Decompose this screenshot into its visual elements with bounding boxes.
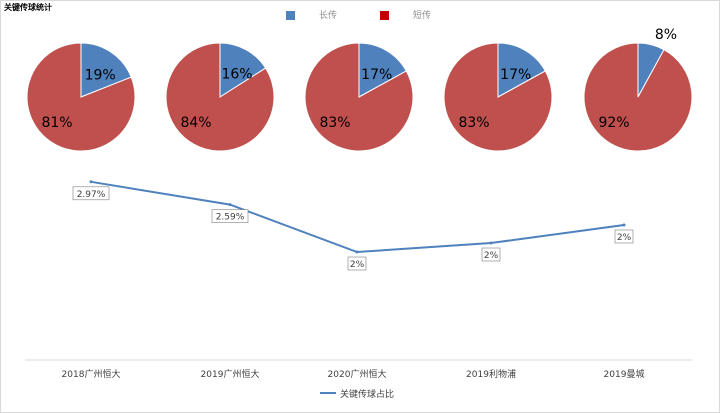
x-tick-label-2: 2020广州恒大: [328, 368, 387, 380]
chart-title: 关键传球统计: [4, 2, 52, 12]
pie-3-label-short: 83%: [458, 115, 489, 131]
line-label-box-2: [347, 256, 367, 271]
line-legend-label: 关键传球占比: [340, 390, 395, 400]
x-tick-label-0: 2018广州恒大: [62, 368, 121, 380]
line-label-box-4: [614, 229, 634, 244]
legend-label-long-pass: 长传: [319, 11, 338, 21]
line-point-3: [489, 241, 493, 245]
x-tick-label-4: 2019曼城: [604, 369, 645, 380]
line-label-box-3: [481, 247, 501, 262]
pie-4-label-short: 92%: [598, 115, 629, 131]
line-data-label-0: 2.97%: [77, 190, 106, 200]
pie-2-label-short: 83%: [319, 115, 350, 131]
pie-0-slice-1: [26, 42, 136, 152]
line-point-1: [228, 203, 232, 207]
line-data-label-1: 2.59%: [216, 213, 245, 223]
legend-label-short-pass: 短传: [413, 11, 432, 21]
line-data-label-2: 2%: [350, 260, 365, 270]
x-tick-label-3: 2019利物浦: [466, 368, 516, 380]
legend-swatch-line: [320, 392, 336, 394]
line-label-box-0: [72, 186, 110, 201]
pie-0-label-long: 19%: [85, 68, 116, 84]
line-point-2: [355, 250, 359, 254]
pie-2-slice-0: [358, 42, 408, 98]
pie-2-label-long: 17%: [361, 67, 392, 83]
pie-3-slice-0: [497, 42, 547, 98]
x-tick-label-1: 2019广州恒大: [201, 368, 260, 380]
legend-swatch-short-pass: [380, 11, 389, 20]
pie-3-slice-1: [443, 42, 553, 152]
pie-1-label-short: 84%: [180, 115, 211, 131]
line-label-box-1: [211, 209, 249, 223]
line-point-4: [622, 223, 626, 227]
pie-3-label-long: 17%: [500, 67, 531, 83]
pie-1-slice-1: [165, 42, 275, 152]
pie-0-slice-0: [80, 42, 132, 98]
pie-4-slice-1: [583, 42, 693, 152]
legend-swatch-long-pass: [286, 11, 295, 20]
pie-0-label-short: 81%: [41, 115, 72, 131]
pie-2-slice-1: [304, 42, 414, 152]
line-data-label-3: 2%: [484, 251, 499, 261]
pie-4-label-long: 8%: [655, 27, 677, 43]
pie-1-slice-0: [219, 42, 267, 98]
pie-1-label-long: 16%: [221, 66, 252, 82]
line-data-label-4: 2%: [617, 233, 632, 243]
line-point-0: [89, 180, 93, 184]
line-series-path: [90, 180, 625, 254]
